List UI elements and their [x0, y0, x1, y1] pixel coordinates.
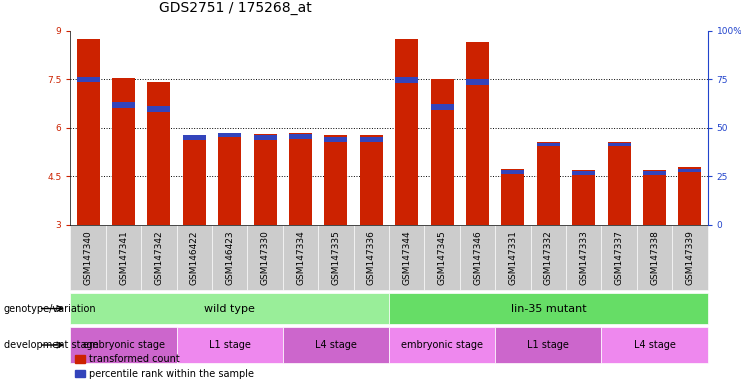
- Bar: [360, 137, 383, 142]
- Bar: [183, 136, 206, 140]
- Bar: [325, 135, 348, 225]
- Bar: [502, 170, 525, 174]
- Legend: transformed count, percentile rank within the sample: transformed count, percentile rank withi…: [76, 354, 254, 379]
- Bar: [289, 134, 312, 139]
- Bar: [112, 102, 135, 108]
- Bar: [76, 39, 99, 225]
- Bar: [183, 135, 206, 225]
- Text: genotype/variation: genotype/variation: [4, 303, 96, 314]
- Text: GSM147334: GSM147334: [296, 230, 305, 285]
- Text: GSM147339: GSM147339: [685, 230, 694, 285]
- Bar: [360, 135, 383, 225]
- Text: development stage: development stage: [4, 340, 99, 350]
- Text: GSM146422: GSM146422: [190, 230, 199, 285]
- Bar: [643, 171, 666, 175]
- Bar: [466, 79, 489, 85]
- Text: lin-35 mutant: lin-35 mutant: [511, 303, 586, 314]
- Bar: [253, 136, 276, 140]
- Bar: [325, 137, 348, 142]
- Bar: [572, 170, 595, 225]
- Text: wild type: wild type: [205, 303, 255, 314]
- Text: GDS2751 / 175268_at: GDS2751 / 175268_at: [159, 2, 312, 15]
- Bar: [289, 132, 312, 225]
- Text: GSM147342: GSM147342: [154, 230, 164, 285]
- Bar: [431, 104, 453, 110]
- Text: GSM146423: GSM146423: [225, 230, 234, 285]
- Bar: [395, 39, 418, 225]
- Bar: [112, 78, 135, 225]
- Text: embryonic stage: embryonic stage: [401, 340, 483, 350]
- Bar: [76, 77, 99, 83]
- Text: GSM147341: GSM147341: [119, 230, 128, 285]
- Text: GSM147331: GSM147331: [508, 230, 517, 285]
- Text: GSM147346: GSM147346: [473, 230, 482, 285]
- Text: GSM147330: GSM147330: [261, 230, 270, 285]
- Text: GSM147337: GSM147337: [614, 230, 624, 285]
- Text: embryonic stage: embryonic stage: [82, 340, 165, 350]
- Bar: [147, 106, 170, 111]
- Bar: [218, 132, 242, 225]
- Bar: [572, 171, 595, 175]
- Text: GSM147344: GSM147344: [402, 230, 411, 285]
- Text: GSM147345: GSM147345: [438, 230, 447, 285]
- Text: GSM147332: GSM147332: [544, 230, 553, 285]
- Bar: [608, 143, 631, 146]
- Text: GSM147338: GSM147338: [650, 230, 659, 285]
- Bar: [679, 169, 702, 172]
- Bar: [643, 170, 666, 225]
- Bar: [147, 83, 170, 225]
- Bar: [502, 169, 525, 225]
- Text: L4 stage: L4 stage: [315, 340, 357, 350]
- Bar: [608, 142, 631, 225]
- Bar: [536, 142, 560, 225]
- Text: GSM147335: GSM147335: [331, 230, 340, 285]
- Text: L1 stage: L1 stage: [528, 340, 569, 350]
- Bar: [536, 143, 560, 146]
- Bar: [679, 167, 702, 225]
- Bar: [253, 134, 276, 225]
- Bar: [466, 42, 489, 225]
- Bar: [218, 133, 242, 137]
- Bar: [395, 77, 418, 83]
- Bar: [431, 79, 453, 225]
- Text: L1 stage: L1 stage: [209, 340, 250, 350]
- Text: GSM147333: GSM147333: [579, 230, 588, 285]
- Text: GSM147340: GSM147340: [84, 230, 93, 285]
- Text: L4 stage: L4 stage: [634, 340, 676, 350]
- Text: GSM147336: GSM147336: [367, 230, 376, 285]
